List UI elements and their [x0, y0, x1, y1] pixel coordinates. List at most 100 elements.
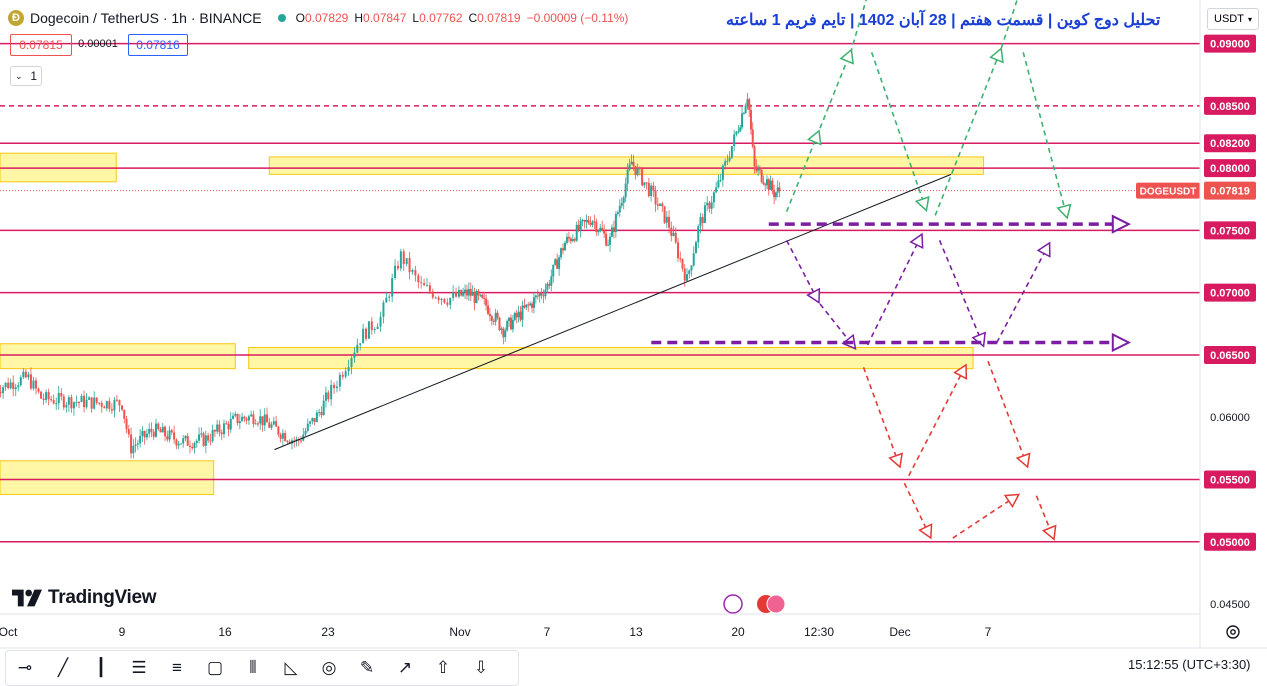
arrow-tool-button[interactable]: ↗ [386, 651, 424, 685]
scenario-path[interactable] [908, 364, 967, 477]
vertical-line-tool-icon: ┃ [95, 658, 107, 677]
fib-tool-button[interactable]: ☰ [120, 651, 158, 685]
price-tick-label: 0.05000 [1210, 537, 1250, 549]
candle [80, 395, 83, 403]
clock[interactable]: 15:12:55 (UTC+3:30) [1128, 657, 1251, 672]
scenario-path[interactable] [785, 0, 872, 213]
chevron-down-icon: ⌄ [14, 70, 23, 81]
scenario-path[interactable] [952, 493, 1020, 539]
candle [27, 374, 30, 378]
candle [733, 134, 736, 147]
symbol-name[interactable]: Dogecoin [30, 10, 90, 26]
candle [195, 440, 198, 444]
currency-label: USDT [1214, 13, 1244, 25]
candle [502, 328, 505, 338]
price-label-bg [1204, 34, 1256, 53]
candle [70, 397, 73, 409]
candle [593, 221, 596, 223]
gear-icon[interactable] [1224, 623, 1242, 641]
candle [254, 423, 257, 425]
scenario-path[interactable] [870, 52, 928, 211]
candle [712, 192, 715, 203]
scenario-path[interactable] [1022, 52, 1068, 219]
triangle-tool-icon: ◺ [284, 658, 298, 677]
time-tick-label: 7 [985, 625, 992, 639]
parallel-channel-tool-button[interactable]: ≡ [158, 651, 196, 685]
candle [344, 371, 347, 377]
candle [665, 216, 668, 223]
candle [679, 258, 682, 260]
candle [686, 274, 688, 281]
scenario-path[interactable] [903, 482, 932, 539]
arrowhead-icon [918, 523, 933, 540]
currency-button[interactable]: USDT ▾ [1207, 8, 1259, 30]
candle [83, 395, 86, 408]
candle [134, 444, 137, 446]
candle [737, 131, 740, 133]
candle [641, 168, 644, 186]
support-resistance-zone[interactable] [0, 343, 236, 370]
scenario-path[interactable] [987, 360, 1029, 468]
pitchfork-tool-button[interactable]: ⫴ [234, 651, 272, 685]
scenario-path[interactable] [938, 240, 985, 347]
scenario-path[interactable] [934, 0, 1023, 216]
bid-price-button[interactable]: 0.07815 [10, 34, 72, 56]
candle [388, 296, 391, 298]
circle-tool-button[interactable]: ◎ [310, 651, 348, 685]
cross-line-tool-button[interactable]: ⊸ [6, 651, 44, 685]
candle [735, 131, 738, 135]
arrow-up-tool-button[interactable]: ⇧ [424, 651, 462, 685]
flash-event-icon[interactable] [723, 594, 743, 614]
time-tick-label: Oct [0, 625, 18, 639]
rectangle-tool-button[interactable]: ▢ [196, 651, 234, 685]
candle [460, 289, 463, 296]
arrowhead-icon [909, 232, 924, 250]
scenario-path[interactable] [862, 367, 901, 468]
trendline[interactable] [274, 173, 952, 451]
candle [730, 146, 733, 158]
candle [624, 183, 627, 198]
candle [465, 289, 468, 296]
scenario-path[interactable] [866, 233, 923, 346]
candle [683, 268, 686, 281]
candle [583, 220, 586, 222]
arrowhead-icon [1036, 241, 1051, 258]
pair-info[interactable]: / TetherUS · 1h · BINANCE [93, 10, 262, 26]
scenario-path[interactable] [785, 239, 857, 350]
candle [408, 258, 411, 273]
vertical-line-tool-button[interactable]: ┃ [82, 651, 120, 685]
indicator-toggle[interactable]: ⌄ 1 [10, 66, 42, 86]
brush-tool-button[interactable]: ✎ [348, 651, 386, 685]
trend-line-tool-button[interactable]: ╱ [44, 651, 82, 685]
support-resistance-zone[interactable] [268, 156, 985, 175]
candle [500, 328, 503, 330]
candle [542, 295, 545, 297]
price-label-bg [1204, 221, 1256, 240]
candle [268, 422, 271, 428]
scenario-path[interactable] [996, 242, 1051, 343]
candle [601, 227, 604, 231]
support-resistance-zone[interactable] [248, 346, 974, 370]
support-resistance-zone[interactable] [0, 460, 215, 495]
fib-tool-icon: ☰ [131, 658, 147, 677]
economic-event-icon[interactable] [766, 594, 786, 614]
candle [320, 412, 323, 416]
circle-tool-icon: ◎ [321, 658, 337, 677]
candle [188, 445, 191, 447]
candle [622, 197, 625, 203]
candle [256, 423, 259, 425]
candle [455, 292, 458, 297]
candle [359, 343, 362, 345]
ask-price-button[interactable]: 0.07816 [128, 34, 188, 56]
arrow-down-tool-button[interactable]: ⇩ [462, 651, 500, 685]
candle [706, 202, 709, 206]
candle [755, 166, 758, 171]
candle [591, 221, 594, 225]
candle [279, 434, 282, 439]
candle [55, 403, 58, 405]
candle [452, 292, 455, 298]
candle [511, 319, 514, 330]
triangle-tool-button[interactable]: ◺ [272, 651, 310, 685]
candle [728, 157, 731, 161]
